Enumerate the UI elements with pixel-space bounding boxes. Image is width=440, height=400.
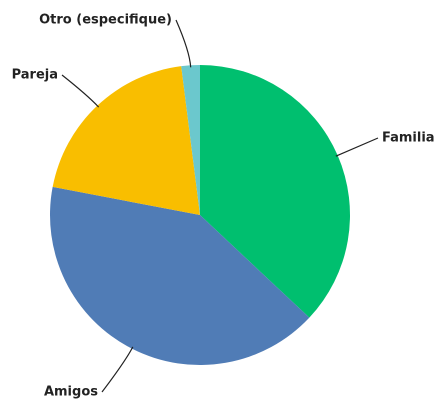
pie-slice (200, 65, 351, 318)
leader-line (175, 19, 192, 68)
slice-label: Otro (especifique) (39, 13, 172, 28)
slice-label: Amigos (44, 385, 98, 400)
slice-label: Familia (382, 131, 435, 146)
pie-slice (52, 66, 200, 215)
leader-line (61, 74, 100, 108)
pie-slice (181, 65, 200, 215)
slice-label: Pareja (12, 68, 58, 83)
leader-line (335, 137, 379, 157)
pie-slice (49, 186, 310, 366)
leader-line (101, 346, 134, 393)
